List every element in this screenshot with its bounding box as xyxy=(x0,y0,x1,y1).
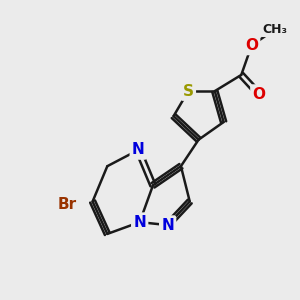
Text: N: N xyxy=(133,214,146,230)
Text: Br: Br xyxy=(58,197,77,212)
Text: O: O xyxy=(252,87,266,102)
Text: CH₃: CH₃ xyxy=(262,23,288,36)
Text: O: O xyxy=(245,38,258,53)
Text: S: S xyxy=(183,84,194,99)
Text: N: N xyxy=(132,142,145,158)
Text: N: N xyxy=(161,218,174,232)
